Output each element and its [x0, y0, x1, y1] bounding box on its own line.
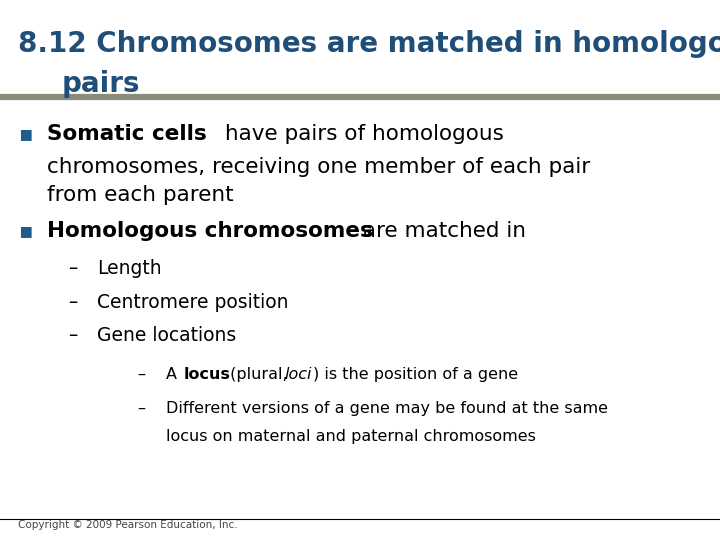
- Text: –: –: [68, 293, 78, 312]
- Text: locus: locus: [184, 367, 230, 382]
- Text: Copyright © 2009 Pearson Education, Inc.: Copyright © 2009 Pearson Education, Inc.: [18, 520, 238, 530]
- Text: Different versions of a gene may be found at the same: Different versions of a gene may be foun…: [166, 401, 608, 416]
- Text: from each parent: from each parent: [47, 185, 233, 205]
- Text: have pairs of homologous: have pairs of homologous: [218, 124, 504, 144]
- Text: 8.12 Chromosomes are matched in homologous: 8.12 Chromosomes are matched in homologo…: [18, 30, 720, 58]
- Text: ▪: ▪: [18, 221, 32, 241]
- Text: Length: Length: [97, 259, 162, 278]
- Text: (plural,: (plural,: [225, 367, 293, 382]
- Text: pairs: pairs: [61, 70, 140, 98]
- Text: loci: loci: [284, 367, 312, 382]
- Text: ▪: ▪: [18, 124, 32, 144]
- Text: Homologous chromosomes: Homologous chromosomes: [47, 221, 373, 241]
- Text: Somatic cells: Somatic cells: [47, 124, 207, 144]
- Text: ) is the position of a gene: ) is the position of a gene: [313, 367, 518, 382]
- Text: –: –: [137, 401, 145, 416]
- Text: chromosomes, receiving one member of each pair: chromosomes, receiving one member of eac…: [47, 157, 590, 177]
- Text: –: –: [137, 367, 145, 382]
- Text: –: –: [68, 326, 78, 345]
- Text: locus on maternal and paternal chromosomes: locus on maternal and paternal chromosom…: [166, 429, 536, 444]
- Text: –: –: [68, 259, 78, 278]
- Text: Centromere position: Centromere position: [97, 293, 289, 312]
- Text: are matched in: are matched in: [356, 221, 526, 241]
- Text: Gene locations: Gene locations: [97, 326, 236, 345]
- Text: A: A: [166, 367, 181, 382]
